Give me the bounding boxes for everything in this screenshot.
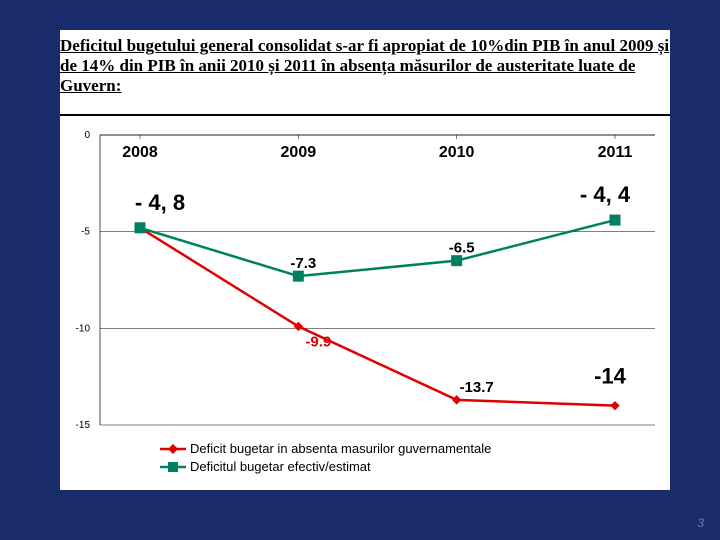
chart-title: Deficitul bugetului general consolidat s… — [60, 30, 670, 98]
chart-title-text: Deficitul bugetului general consolidat s… — [60, 36, 669, 95]
slide: Deficitul bugetului general consolidat s… — [0, 0, 720, 540]
svg-text:Deficitul bugetar efectiv/esti: Deficitul bugetar efectiv/estimat — [190, 459, 371, 474]
line-chart: 0 -5 -10 -15 2008 2009 2010 2011 - 4, 8 -7.3 -6.5 -… — [60, 30, 670, 490]
svg-text:- 4, 8: - 4, 8 — [135, 190, 185, 215]
svg-text:-14: -14 — [594, 364, 627, 389]
svg-text:2011: 2011 — [598, 144, 633, 161]
svg-text:2009: 2009 — [281, 144, 317, 161]
svg-text:-9.9: -9.9 — [305, 333, 331, 350]
svg-text:2008: 2008 — [122, 144, 158, 161]
page-number: 3 — [697, 516, 704, 530]
svg-text:Deficit bugetar in absenta mas: Deficit bugetar in absenta masurilor guv… — [190, 441, 491, 456]
svg-text:-7.3: -7.3 — [290, 255, 316, 272]
svg-text:2010: 2010 — [439, 144, 475, 161]
svg-text:-10: -10 — [76, 323, 91, 334]
svg-text:-6.5: -6.5 — [449, 240, 475, 257]
svg-text:- 4, 4: - 4, 4 — [580, 182, 631, 207]
chart-panel: Deficitul bugetului general consolidat s… — [60, 30, 670, 490]
svg-text:-15: -15 — [76, 420, 91, 431]
svg-text:-5: -5 — [81, 227, 90, 238]
svg-text:-13.7: -13.7 — [460, 379, 494, 396]
svg-text:0: 0 — [84, 130, 90, 141]
